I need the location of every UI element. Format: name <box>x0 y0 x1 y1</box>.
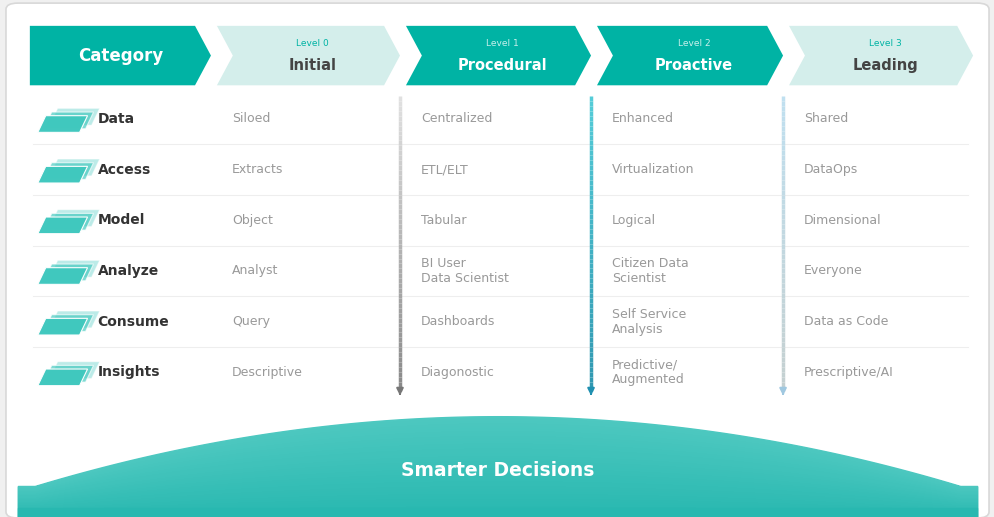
Text: Leading: Leading <box>851 58 917 73</box>
Polygon shape <box>50 109 99 125</box>
Text: Proactive: Proactive <box>654 58 733 73</box>
Polygon shape <box>50 210 99 226</box>
Polygon shape <box>217 26 400 85</box>
Polygon shape <box>50 362 99 378</box>
Text: Dashboards: Dashboards <box>420 315 495 328</box>
Polygon shape <box>38 217 87 234</box>
Text: Analyze: Analyze <box>97 264 159 278</box>
Text: Predictive/
Augmented: Predictive/ Augmented <box>611 358 684 386</box>
Polygon shape <box>38 166 87 183</box>
Text: Object: Object <box>232 214 272 227</box>
Text: Dimensional: Dimensional <box>803 214 881 227</box>
Polygon shape <box>44 264 93 281</box>
Text: Query: Query <box>232 315 269 328</box>
Text: Siloed: Siloed <box>232 112 270 126</box>
Polygon shape <box>30 26 211 85</box>
Text: Consume: Consume <box>97 314 169 329</box>
Text: DataOps: DataOps <box>803 163 858 176</box>
Polygon shape <box>44 163 93 179</box>
Text: BI User
Data Scientist: BI User Data Scientist <box>420 257 508 285</box>
Text: Category: Category <box>78 47 163 65</box>
Text: Access: Access <box>97 162 151 177</box>
Text: Initial: Initial <box>288 58 336 73</box>
Text: Level 3: Level 3 <box>868 39 901 48</box>
Text: Descriptive: Descriptive <box>232 366 302 379</box>
Polygon shape <box>50 261 99 277</box>
Text: Self Service
Analysis: Self Service Analysis <box>611 308 686 336</box>
Polygon shape <box>44 214 93 230</box>
Text: Smarter Decisions: Smarter Decisions <box>401 461 593 480</box>
Text: Centralized: Centralized <box>420 112 492 126</box>
Text: Extracts: Extracts <box>232 163 283 176</box>
Text: Citizen Data
Scientist: Citizen Data Scientist <box>611 257 688 285</box>
Text: Tabular: Tabular <box>420 214 466 227</box>
Text: Enhanced: Enhanced <box>611 112 673 126</box>
Text: Insights: Insights <box>97 365 160 379</box>
Text: Level 1: Level 1 <box>486 39 518 48</box>
Polygon shape <box>44 366 93 382</box>
Polygon shape <box>38 116 87 132</box>
Text: ETL/ELT: ETL/ELT <box>420 163 468 176</box>
Text: Diagonostic: Diagonostic <box>420 366 494 379</box>
Text: Analyst: Analyst <box>232 264 278 278</box>
Polygon shape <box>596 26 782 85</box>
Text: Virtualization: Virtualization <box>611 163 694 176</box>
Text: Level 2: Level 2 <box>677 39 710 48</box>
Polygon shape <box>44 112 93 129</box>
Text: Prescriptive/AI: Prescriptive/AI <box>803 366 893 379</box>
Polygon shape <box>788 26 972 85</box>
Text: Logical: Logical <box>611 214 655 227</box>
Polygon shape <box>38 268 87 284</box>
Polygon shape <box>38 369 87 386</box>
Polygon shape <box>38 318 87 335</box>
Polygon shape <box>50 311 99 328</box>
Text: Data: Data <box>97 112 134 126</box>
Polygon shape <box>44 315 93 331</box>
Polygon shape <box>50 159 99 176</box>
Text: Shared: Shared <box>803 112 847 126</box>
Text: Everyone: Everyone <box>803 264 862 278</box>
Text: Procedural: Procedural <box>457 58 547 73</box>
Text: Model: Model <box>97 213 145 227</box>
Text: Level 0: Level 0 <box>296 39 328 48</box>
Text: Data as Code: Data as Code <box>803 315 888 328</box>
FancyBboxPatch shape <box>6 3 988 517</box>
Polygon shape <box>406 26 590 85</box>
